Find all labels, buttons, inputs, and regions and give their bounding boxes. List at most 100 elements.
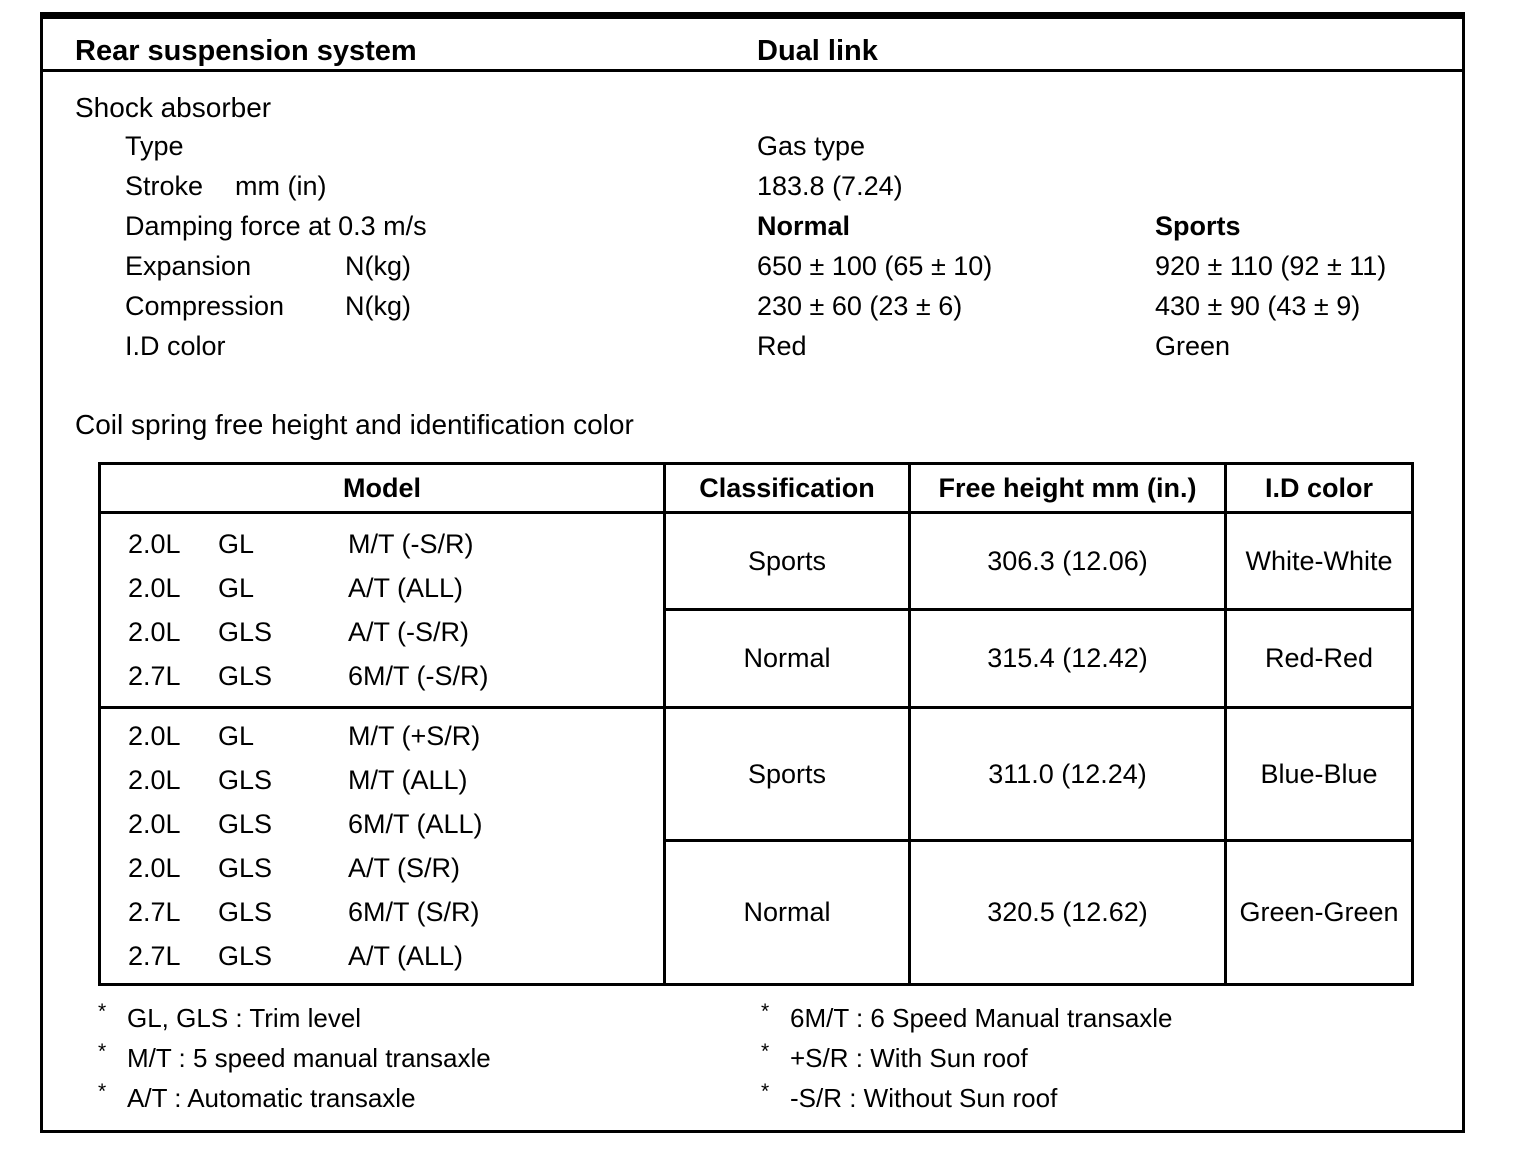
footnote-text: -S/R : Without Sun roof <box>790 1083 1058 1113</box>
model-transaxle: 6M/T (S/R) <box>348 897 480 927</box>
model-row: 2.0L GLS A/T (-S/R) <box>128 610 469 654</box>
section-title-shock-absorber: Shock absorber <box>75 92 272 123</box>
cell-classification: Normal <box>663 839 908 983</box>
model-trim: GLS <box>218 765 273 795</box>
page-title: Rear suspension system <box>75 35 417 67</box>
asterisk-marker: * <box>761 1040 770 1063</box>
cell-id-color: Blue-Blue <box>1224 706 1411 839</box>
footnote-mt: * M/T : 5 speed manual transaxle <box>98 1040 491 1074</box>
model-engine: 2.0L <box>128 809 181 839</box>
footnote-plus-sr: * +S/R : With Sun roof <box>761 1040 1028 1074</box>
model-row: 2.0L GLS M/T (ALL) <box>128 758 468 802</box>
cell-free-height: 311.0 (12.24) <box>908 706 1224 839</box>
spec-column-normal: Normal <box>757 211 851 241</box>
model-trim: GL <box>218 529 255 559</box>
cell-id-color: White-White <box>1224 511 1411 608</box>
asterisk-marker: * <box>761 1000 770 1023</box>
asterisk-marker: * <box>98 1040 107 1063</box>
model-transaxle: A/T (ALL) <box>348 941 464 971</box>
model-transaxle: 6M/T (-S/R) <box>348 661 489 691</box>
model-engine: 2.0L <box>128 853 181 883</box>
column-header-free-height: Free height mm (in.) <box>908 465 1224 511</box>
model-trim: GL <box>218 573 255 603</box>
model-transaxle: 6M/T (ALL) <box>348 809 483 839</box>
cell-free-height: 315.4 (12.42) <box>908 608 1224 706</box>
section-title-coil-spring: Coil spring free height and identificati… <box>75 409 634 440</box>
model-row: 2.0L GLS 6M/T (ALL) <box>128 802 483 846</box>
model-transaxle: M/T (ALL) <box>348 765 468 795</box>
model-row: 2.0L GLS A/T (S/R) <box>128 846 460 890</box>
model-trim: GLS <box>218 809 273 839</box>
model-transaxle: M/T (+S/R) <box>348 721 481 751</box>
spec-value-expansion-normal: 650 ± 100 (65 ± 10) <box>757 251 993 281</box>
model-transaxle: A/T (-S/R) <box>348 617 469 647</box>
spec-label-expansion: Expansion <box>125 251 252 281</box>
model-engine: 2.7L <box>128 941 181 971</box>
cell-classification: Sports <box>663 706 908 839</box>
model-row: 2.7L GLS 6M/T (S/R) <box>128 890 480 934</box>
header-divider <box>41 69 1462 72</box>
cell-id-color: Green-Green <box>1224 839 1411 983</box>
model-transaxle: M/T (-S/R) <box>348 529 474 559</box>
spec-value-expansion-sports: 920 ± 110 (92 ± 11) <box>1155 251 1387 281</box>
coil-spring-table: Model Classification Free height mm (in.… <box>98 462 1414 986</box>
footnote-text: A/T : Automatic transaxle <box>127 1083 416 1113</box>
model-trim: GLS <box>218 853 273 883</box>
model-trim: GLS <box>218 941 273 971</box>
spec-value-type: Gas type <box>757 131 866 161</box>
spec-value-stroke: 183.8 (7.24) <box>757 171 903 201</box>
model-engine: 2.0L <box>128 721 181 751</box>
asterisk-marker: * <box>98 1080 107 1103</box>
footnote-text: M/T : 5 speed manual transaxle <box>127 1043 491 1073</box>
spec-label-compression: Compression <box>125 291 285 321</box>
header-value: Dual link <box>757 35 878 67</box>
model-trim: GLS <box>218 897 273 927</box>
spec-unit-stroke: mm (in) <box>235 171 327 201</box>
footnote-text: GL, GLS : Trim level <box>127 1003 362 1033</box>
spec-value-id-color-sports: Green <box>1155 331 1231 361</box>
model-list-block2: 2.0L GL M/T (+S/R) 2.0L GLS M/T (ALL) 2.… <box>101 706 663 983</box>
footnote-text: +S/R : With Sun roof <box>790 1043 1028 1073</box>
model-row: 2.7L GLS 6M/T (-S/R) <box>128 654 489 698</box>
spec-label-damping-force: Damping force at 0.3 m/s <box>125 211 427 241</box>
column-header-id-color: I.D color <box>1224 465 1411 511</box>
model-engine: 2.7L <box>128 897 181 927</box>
model-engine: 2.7L <box>128 661 181 691</box>
spec-unit-expansion: N(kg) <box>345 251 411 281</box>
column-header-classification: Classification <box>663 465 908 511</box>
model-trim: GL <box>218 721 255 751</box>
spec-value-compression-sports: 430 ± 90 (43 ± 9) <box>1155 291 1361 321</box>
asterisk-marker: * <box>98 1000 107 1023</box>
model-engine: 2.0L <box>128 529 181 559</box>
spec-value-compression-normal: 230 ± 60 (23 ± 6) <box>757 291 963 321</box>
model-list-block1: 2.0L GL M/T (-S/R) 2.0L GL A/T (ALL) 2.0… <box>101 511 663 706</box>
spec-column-sports: Sports <box>1155 211 1241 241</box>
footnote-trim-level: * GL, GLS : Trim level <box>98 1000 361 1034</box>
spec-value-id-color-normal: Red <box>757 331 807 361</box>
footnote-minus-sr: * -S/R : Without Sun roof <box>761 1080 1057 1114</box>
page-border <box>40 12 1465 1133</box>
cell-classification: Normal <box>663 608 908 706</box>
model-trim: GLS <box>218 661 273 691</box>
cell-classification: Sports <box>663 511 908 608</box>
model-engine: 2.0L <box>128 765 181 795</box>
model-engine: 2.0L <box>128 617 181 647</box>
model-row: 2.0L GL A/T (ALL) <box>128 566 463 610</box>
spec-label-stroke: Stroke <box>125 171 204 201</box>
model-trim: GLS <box>218 617 273 647</box>
spec-unit-compression: N(kg) <box>345 291 411 321</box>
model-transaxle: A/T (S/R) <box>348 853 461 883</box>
asterisk-marker: * <box>761 1080 770 1103</box>
cell-free-height: 306.3 (12.06) <box>908 511 1224 608</box>
cell-id-color: Red-Red <box>1224 608 1411 706</box>
footnote-at: * A/T : Automatic transaxle <box>98 1080 416 1114</box>
model-engine: 2.0L <box>128 573 181 603</box>
cell-free-height: 320.5 (12.62) <box>908 839 1224 983</box>
model-row: 2.0L GL M/T (+S/R) <box>128 714 480 758</box>
model-row: 2.0L GL M/T (-S/R) <box>128 522 473 566</box>
spec-label-id-color: I.D color <box>125 331 226 361</box>
spec-label-type: Type <box>125 131 184 161</box>
model-transaxle: A/T (ALL) <box>348 573 464 603</box>
footnote-6mt: * 6M/T : 6 Speed Manual transaxle <box>761 1000 1173 1034</box>
